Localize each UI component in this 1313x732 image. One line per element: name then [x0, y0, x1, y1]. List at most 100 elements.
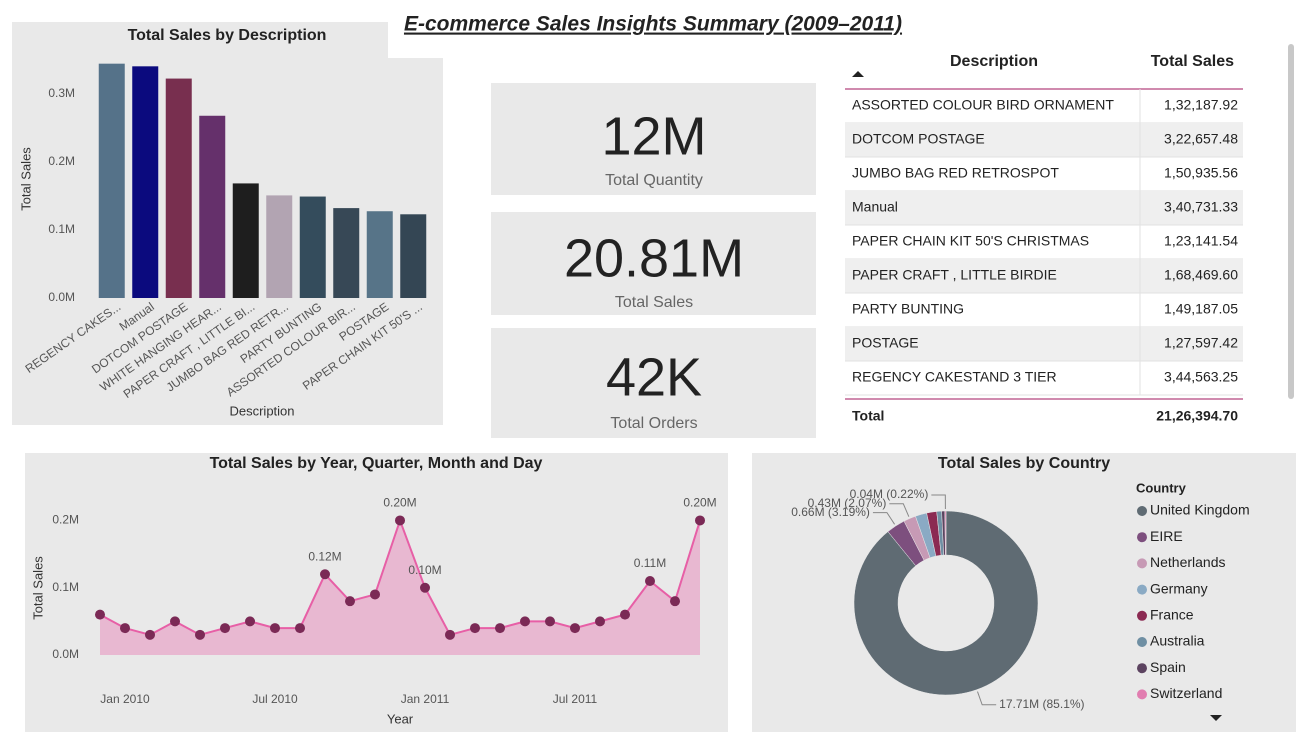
sort-arrow[interactable] [852, 71, 864, 77]
table-cell: PAPER CRAFT , LITTLE BIRDIE [852, 267, 1057, 283]
y-tick-label: 0.0M [52, 647, 79, 661]
card-panel [491, 212, 816, 315]
legend-scroll-arrow[interactable] [1210, 715, 1222, 721]
card-panel [491, 83, 816, 195]
scrollbar[interactable] [1288, 44, 1294, 399]
legend-marker [1137, 689, 1147, 700]
x-tick-label: Jul 2010 [252, 692, 298, 706]
legend-label: Germany [1150, 580, 1208, 596]
y-tick-label: 0.3M [48, 86, 75, 100]
page-title: E-commerce Sales Insights Summary (2009–… [404, 13, 902, 36]
card-panel [491, 328, 816, 438]
bar [132, 66, 159, 298]
point [170, 616, 180, 627]
table-cell: 3,44,563.25 [1164, 369, 1238, 385]
data-label: 0.10M [408, 563, 441, 577]
chart-title: Total Sales by Country [938, 455, 1110, 472]
y-tick-label: 0.2M [48, 154, 75, 168]
row-background [845, 259, 1243, 293]
table-cell: JUMBO BAG RED RETROSPOT [852, 165, 1059, 181]
table-cell: 1,23,141.54 [1164, 233, 1238, 249]
table-cell: PAPER CHAIN KIT 50'S CHRISTMAS [852, 233, 1089, 249]
point [695, 515, 705, 526]
y-axis-label: Total Sales [18, 147, 33, 211]
point [370, 589, 380, 600]
x-axis-label: Year [387, 711, 414, 726]
point [545, 616, 555, 627]
y-tick-label: 0.1M [52, 580, 79, 594]
legend-marker [1137, 584, 1147, 595]
point [445, 629, 455, 640]
point [620, 609, 630, 620]
table-cell: 1,68,469.60 [1164, 267, 1238, 283]
bar [232, 183, 259, 298]
legend-label: Spain [1150, 659, 1186, 675]
table-cell: 3,40,731.33 [1164, 199, 1238, 215]
y-tick-label: 0.2M [52, 513, 79, 527]
bar [333, 208, 360, 298]
card-label: Total Quantity [605, 172, 703, 189]
table-cell: POSTAGE [852, 335, 919, 351]
point [670, 596, 680, 607]
leader-line [872, 512, 896, 525]
legend-label: United Kingdom [1150, 502, 1250, 518]
point [595, 616, 605, 627]
point [145, 629, 155, 640]
point [470, 623, 480, 634]
chart-title: Total Sales by Year, Quarter, Month and … [210, 455, 543, 472]
x-tick-label: Jan 2011 [401, 692, 450, 706]
table-cell: 3,22,657.48 [1164, 131, 1238, 147]
card-label: Total Sales [615, 294, 693, 311]
data-label: 0.20M [683, 496, 716, 510]
card-value: 42K [606, 347, 702, 407]
bar [299, 196, 326, 298]
data-label: 17.71M (85.1%) [999, 697, 1084, 711]
legend-label: Australia [1150, 633, 1205, 649]
y-axis-label: Total Sales [30, 556, 45, 620]
y-tick-label: 0.1M [48, 222, 75, 236]
leader-line [931, 494, 946, 510]
point [345, 596, 355, 607]
legend-marker [1137, 558, 1147, 569]
slice [853, 510, 1039, 696]
data-label: 0.66M (3.19%) [791, 505, 870, 519]
point [295, 623, 305, 634]
legend-marker [1137, 637, 1147, 647]
legend-label: France [1150, 607, 1194, 623]
point [495, 623, 505, 634]
table-cell: Manual [852, 199, 898, 215]
legend-label: EIRE [1150, 528, 1183, 544]
point [270, 623, 280, 634]
point [245, 616, 255, 627]
table-cell: PARTY BUNTING [852, 301, 964, 317]
table-cell: 1,32,187.92 [1164, 97, 1238, 113]
point [570, 623, 580, 634]
legend-marker [1137, 663, 1147, 674]
leader-line [889, 503, 910, 517]
legend-title: Country [1136, 480, 1187, 495]
column-header: Description [950, 53, 1038, 70]
table-total: 21,26,394.70 [1156, 408, 1238, 424]
table-cell: ASSORTED COLOUR BIRD ORNAMENT [852, 97, 1114, 113]
legend-marker [1137, 532, 1147, 543]
x-tick-label: Jan 2010 [100, 692, 150, 706]
row-background [845, 191, 1243, 225]
card-value: 20.81M [564, 228, 744, 288]
bar [400, 214, 427, 298]
data-label: 0.43M (2.07%) [808, 496, 887, 510]
y-tick-label: 0.0M [48, 290, 75, 304]
row-background [845, 123, 1243, 157]
legend-label: Switzerland [1150, 685, 1222, 701]
slice [944, 510, 947, 556]
legend-marker [1137, 610, 1147, 621]
legend-label: Netherlands [1150, 554, 1226, 570]
point [120, 623, 130, 634]
table-cell: 1,49,187.05 [1164, 301, 1238, 317]
table-cell: 1,27,597.42 [1164, 335, 1238, 351]
point [195, 629, 205, 640]
bar [165, 78, 192, 299]
chart-title: Total Sales by Description [128, 27, 327, 44]
bar [199, 115, 226, 298]
data-label: 0.20M [383, 496, 416, 510]
bar [366, 211, 393, 298]
